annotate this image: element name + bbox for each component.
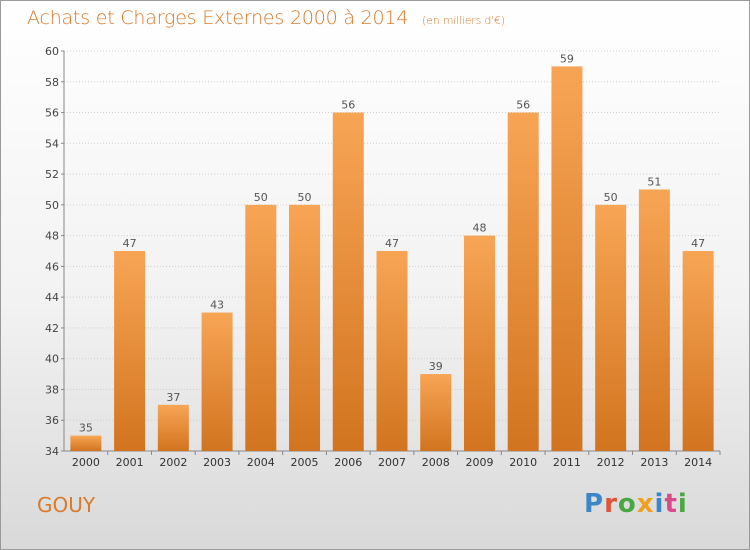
bar — [376, 251, 408, 451]
x-tick-label: 2007 — [378, 456, 406, 469]
y-tick-label: 38 — [45, 383, 59, 396]
bar — [157, 404, 189, 451]
x-tick-label: 2008 — [422, 456, 450, 469]
place-name: GOUY — [37, 493, 96, 517]
brand-letter: i — [654, 489, 665, 519]
y-tick-label: 44 — [45, 291, 59, 304]
x-tick-label: 2011 — [553, 456, 581, 469]
brand-letter: o — [617, 489, 637, 519]
y-tick-label: 46 — [45, 260, 59, 273]
bar — [201, 312, 233, 451]
y-tick-label: 34 — [45, 445, 59, 458]
bar — [507, 112, 539, 452]
data-label: 50 — [298, 191, 312, 204]
brand-letter: P — [584, 489, 605, 519]
data-label: 56 — [516, 99, 530, 112]
data-label: 51 — [647, 175, 661, 188]
y-tick-label: 40 — [45, 353, 59, 366]
bar — [551, 66, 583, 451]
data-label: 48 — [472, 222, 486, 235]
bar — [289, 204, 321, 451]
brand-letter: t — [664, 489, 678, 519]
x-tick-label: 2000 — [72, 456, 100, 469]
bar — [420, 374, 452, 451]
y-tick-label: 60 — [45, 45, 59, 58]
y-tick-label: 42 — [45, 322, 59, 335]
data-label: 59 — [560, 52, 574, 65]
bar — [245, 204, 277, 451]
data-label: 43 — [210, 299, 224, 312]
y-tick-label: 58 — [45, 76, 59, 89]
chart-unit: (en milliers d'€) — [422, 14, 505, 27]
data-label: 35 — [79, 422, 93, 435]
bar — [70, 435, 102, 451]
bar — [595, 204, 627, 451]
bar — [682, 251, 714, 451]
bar — [638, 189, 670, 451]
y-tick-label: 54 — [45, 137, 59, 150]
bar — [114, 251, 146, 451]
chart-title: Achats et Charges Externes 2000 à 2014 (… — [27, 7, 505, 29]
data-label: 47 — [123, 237, 137, 250]
x-tick-label: 2002 — [159, 456, 187, 469]
data-label: 47 — [691, 237, 705, 250]
y-tick-label: 48 — [45, 230, 59, 243]
data-label: 56 — [341, 99, 355, 112]
x-tick-label: 2001 — [116, 456, 144, 469]
data-label: 39 — [429, 360, 443, 373]
data-labels: 35 47 37 43 50 50 56 47 39 48 56 59 50 51 47 — [79, 52, 705, 434]
brand-letter: r — [604, 489, 618, 519]
x-tick-label: 2010 — [509, 456, 537, 469]
x-tick-label: 2005 — [291, 456, 319, 469]
y-tick-label: 56 — [45, 107, 59, 120]
data-label: 50 — [254, 191, 268, 204]
x-tick-label: 2012 — [597, 456, 625, 469]
brand-letter: x — [636, 489, 655, 519]
x-tick-label: 2006 — [334, 456, 362, 469]
y-tick-label: 50 — [45, 199, 59, 212]
chart-title-text: Achats et Charges Externes 2000 à 2014 — [27, 7, 409, 29]
x-tick-label: 2013 — [640, 456, 668, 469]
data-label: 50 — [604, 191, 618, 204]
x-tick-label: 2014 — [684, 456, 712, 469]
y-tick-label: 36 — [45, 414, 59, 427]
brand-logo: Proxiti — [584, 489, 688, 519]
y-tick-label: 52 — [45, 168, 59, 181]
x-tick-label: 2004 — [247, 456, 275, 469]
bar — [332, 112, 364, 452]
data-label: 47 — [385, 237, 399, 250]
bar — [463, 235, 495, 451]
brand-letter: i — [677, 489, 688, 519]
data-label: 37 — [166, 391, 180, 404]
x-tick-label: 2009 — [465, 456, 493, 469]
x-tick-label: 2003 — [203, 456, 231, 469]
bars — [70, 66, 714, 452]
